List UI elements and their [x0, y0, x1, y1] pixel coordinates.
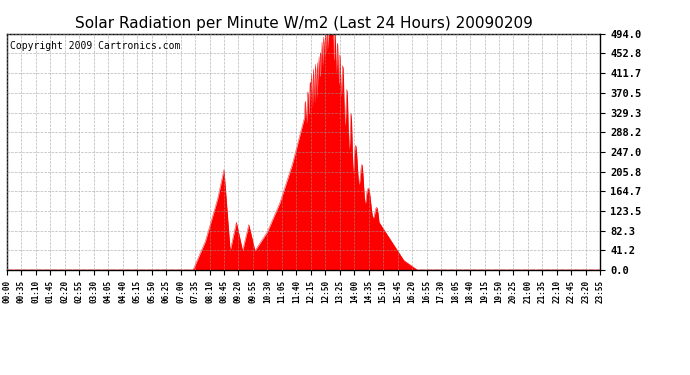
Text: Copyright 2009 Cartronics.com: Copyright 2009 Cartronics.com	[10, 41, 180, 51]
Title: Solar Radiation per Minute W/m2 (Last 24 Hours) 20090209: Solar Radiation per Minute W/m2 (Last 24…	[75, 16, 533, 31]
